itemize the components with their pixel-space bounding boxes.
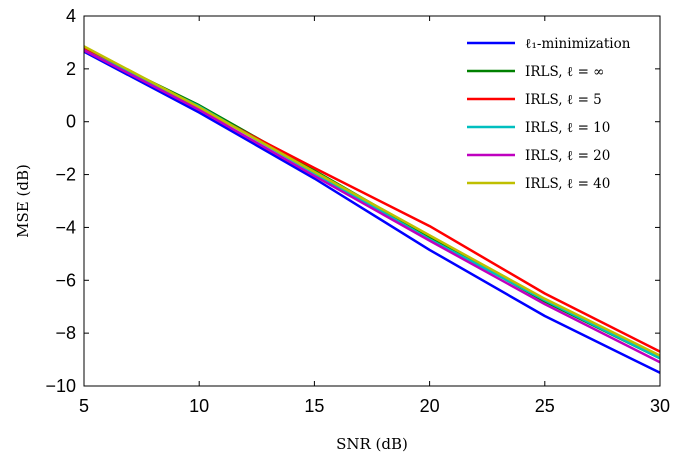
y-tick-label: −8 — [55, 323, 76, 343]
plot-lines — [83, 45, 661, 374]
y-tick-label: 2 — [66, 59, 76, 79]
series-line-4 — [83, 49, 661, 364]
legend-label: IRLS, ℓ = 10 — [525, 120, 610, 136]
series-line-0 — [83, 50, 661, 374]
y-axis: 4 2 0 −2 −4 −6 −8 −10 — [45, 6, 660, 396]
y-tick-label: −2 — [55, 165, 76, 185]
x-tick-label: 15 — [304, 396, 324, 416]
x-axis-title: SNR (dB) — [336, 435, 408, 453]
y-tick-label: −10 — [45, 376, 76, 396]
y-tick-label: 4 — [66, 6, 76, 26]
x-tick-label: 30 — [650, 396, 670, 416]
x-axis: 5 10 15 20 25 30 — [79, 16, 670, 416]
y-tick-label: −6 — [55, 270, 76, 290]
x-tick-label: 10 — [189, 396, 209, 416]
y-tick-label: 0 — [66, 112, 76, 132]
x-tick-label: 25 — [535, 396, 555, 416]
legend-label: IRLS, ℓ = 40 — [525, 176, 610, 192]
y-tick-label: −4 — [55, 217, 76, 237]
legend-label: IRLS, ℓ = ∞ — [525, 64, 604, 80]
legend-label: IRLS, ℓ = 5 — [525, 92, 602, 108]
legend-label: ℓ₁-minimization — [525, 36, 631, 52]
x-tick-label: 5 — [79, 396, 89, 416]
legend-label: IRLS, ℓ = 20 — [525, 148, 610, 164]
plot-frame — [83, 15, 661, 387]
x-tick-label: 20 — [420, 396, 440, 416]
series-line-5 — [83, 45, 661, 357]
legend: ℓ₁-minimization IRLS, ℓ = ∞ IRLS, ℓ = 5 IRL… — [467, 36, 631, 192]
y-axis-title: MSE (dB) — [14, 164, 32, 238]
